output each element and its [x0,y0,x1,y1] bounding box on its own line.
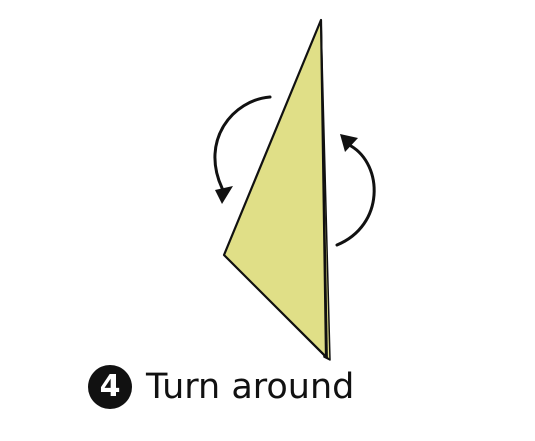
step-caption: 4 Turn around [88,363,354,411]
step-number-badge: 4 [88,365,132,409]
rotate-arrow-left-icon [213,95,272,204]
fold-edge-line [320,19,328,359]
step-instruction: Turn around [146,367,355,407]
folded-paper-triangle [222,18,328,359]
rotate-arrow-right-icon [335,134,376,247]
bottom-layer-edge [223,254,331,361]
